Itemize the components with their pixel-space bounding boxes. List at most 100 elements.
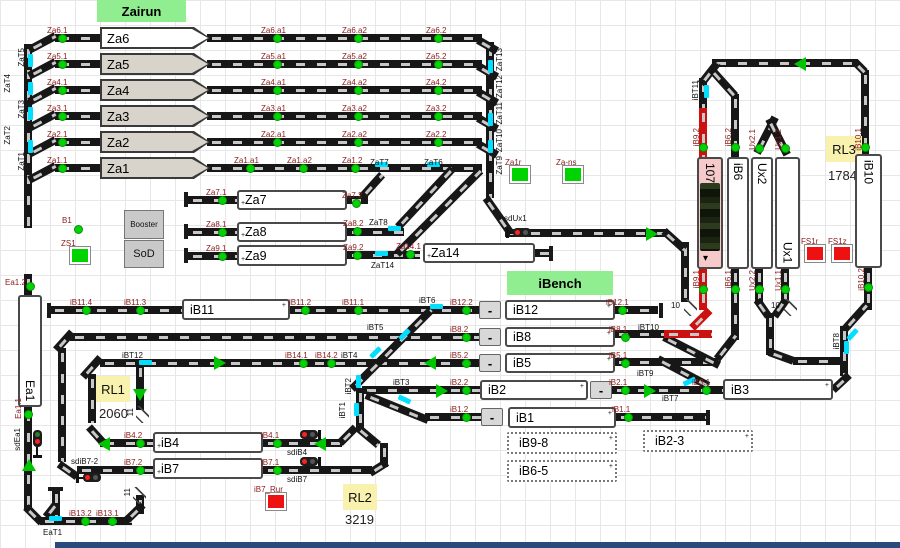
block-ux2[interactable]: Ux2 [751, 157, 773, 269]
sensor-za8-1[interactable] [218, 228, 227, 237]
output-ib7-rur[interactable] [265, 492, 287, 511]
sensor-ib11-2[interactable] [301, 306, 310, 315]
route-za1r[interactable] [509, 165, 531, 184]
route-button-ib2-3[interactable]: iB2-3 + [643, 430, 753, 452]
sensor-za2-1[interactable] [58, 138, 67, 147]
sensor-ux1-2[interactable] [781, 144, 790, 153]
sensor-ea1-2[interactable] [26, 282, 35, 291]
sensor-za5-a1[interactable] [273, 60, 282, 69]
sensor-ib5-2[interactable] [462, 359, 471, 368]
block-ib3[interactable]: iB3 + [723, 379, 833, 400]
sensor-ib7-2[interactable] [136, 466, 145, 475]
block-za14[interactable]: Za14 + [423, 243, 535, 263]
sensor-za6-a1[interactable] [273, 34, 282, 43]
turnout-indicator[interactable] [488, 140, 493, 153]
output-zs1[interactable] [69, 246, 91, 265]
sensor-ib13-2[interactable] [81, 517, 90, 526]
sensor-ib6-1[interactable] [731, 285, 740, 294]
sensor-za8-2[interactable] [353, 227, 362, 236]
sensor-za14-1[interactable] [406, 250, 415, 259]
sensor-ib11-4[interactable] [82, 306, 91, 315]
sensor-za4-a2[interactable] [354, 86, 363, 95]
block-za3[interactable]: Za3 [100, 105, 210, 127]
sensor-ib4-2[interactable] [136, 439, 145, 448]
sensor-ib14-2[interactable] [327, 359, 336, 368]
block-za6[interactable]: Za6 [100, 27, 210, 49]
sensor-ib11-3[interactable] [136, 306, 145, 315]
output-fs1r[interactable] [804, 244, 826, 263]
block-ib1[interactable]: iB1 + [508, 407, 616, 428]
sensor-ib2-2[interactable] [462, 386, 471, 395]
shrink-button-ib12[interactable]: - [479, 301, 501, 319]
sensor-ib6-2[interactable] [731, 143, 740, 152]
block-za8[interactable]: Za8 + [237, 222, 347, 242]
route-button-ib9-8[interactable]: iB9-8 + [507, 432, 617, 454]
output-fs1z[interactable] [831, 244, 853, 263]
turnout-indicator[interactable] [28, 107, 33, 120]
turnout-indicator[interactable] [354, 403, 359, 416]
turnout-indicator[interactable] [49, 516, 62, 521]
sensor-za4-2[interactable] [434, 86, 443, 95]
sensor-za6-2[interactable] [434, 34, 443, 43]
sensor-za9-2[interactable] [353, 251, 362, 260]
turnout-indicator[interactable] [28, 82, 33, 95]
shrink-button-ib2[interactable]: - [590, 381, 612, 399]
block-ib4[interactable]: iB4 + [153, 432, 263, 453]
sensor-ib12-1[interactable] [618, 306, 627, 315]
shrink-button-ib8[interactable]: - [479, 328, 501, 346]
block-za2[interactable]: Za2 [100, 131, 210, 153]
route-za-ns[interactable] [562, 165, 584, 184]
sensor-ib8-1[interactable] [621, 333, 630, 342]
turnout-indicator[interactable] [488, 60, 493, 73]
sensor-za5-1[interactable] [58, 60, 67, 69]
sensor-ib9-2[interactable] [699, 143, 708, 152]
turnout-indicator[interactable] [704, 85, 709, 98]
signal-sdux1[interactable] [506, 228, 509, 238]
sensor-za7-2[interactable] [352, 199, 361, 208]
block-ib10[interactable]: iB10 [855, 154, 882, 268]
block-ib7[interactable]: iB7 + [153, 458, 263, 479]
block-ux1[interactable]: Ux1 [775, 157, 800, 269]
sensor-za6-1[interactable] [58, 34, 67, 43]
block-za1[interactable]: Za1 [100, 157, 210, 179]
sensor-ib5-1[interactable] [621, 359, 630, 368]
sensor-za1-a1[interactable] [246, 164, 255, 173]
sensor-za4-1[interactable] [58, 86, 67, 95]
sensor-ib4-1[interactable] [273, 439, 282, 448]
turnout-indicator[interactable] [427, 162, 440, 167]
sensor-ib10-1[interactable] [861, 143, 870, 152]
taskbar-edge[interactable] [55, 542, 900, 548]
sensor-ea1-1[interactable] [24, 410, 33, 419]
block-ib2[interactable]: iB2 + [480, 380, 588, 400]
block-ib8[interactable]: iB8 + [505, 327, 615, 347]
turnout-indicator[interactable] [430, 304, 443, 309]
sensor-ib14-1[interactable] [299, 359, 308, 368]
sensor-za1-a2[interactable] [299, 164, 308, 173]
shrink-button-ib5[interactable]: - [479, 354, 501, 372]
sensor-ib9-1[interactable] [699, 285, 708, 294]
sensor-ib13-1[interactable] [108, 517, 117, 526]
sensor-za6-a2[interactable] [354, 34, 363, 43]
block-za7[interactable]: Za7 + [237, 190, 347, 210]
sensor-ib1-1[interactable] [624, 413, 633, 422]
sensor-za2-2[interactable] [434, 138, 443, 147]
sensor-za2-a2[interactable] [354, 138, 363, 147]
block-za4[interactable]: Za4 [100, 79, 210, 101]
sensor-ib3-1[interactable] [702, 386, 711, 395]
block-ea1[interactable]: Ea1 [18, 295, 42, 407]
sensor-za3-1[interactable] [58, 112, 67, 121]
block-ib5[interactable]: iB5 + [505, 353, 615, 373]
sensor-za3-a1[interactable] [273, 112, 282, 121]
block-za9[interactable]: Za9 + [237, 245, 347, 266]
sensor-ux1-1[interactable] [781, 285, 790, 294]
sensor-ux2-2[interactable] [755, 285, 764, 294]
block-za5[interactable]: Za5 [100, 53, 210, 75]
sensor-ib11-1[interactable] [354, 306, 363, 315]
signal-sdib7-2[interactable] [76, 473, 79, 483]
sensor-za4-a1[interactable] [273, 86, 282, 95]
turnout-indicator[interactable] [28, 54, 33, 67]
sensor-ib8-2[interactable] [462, 333, 471, 342]
sensor-ib1-2[interactable] [462, 413, 471, 422]
sensor-za1-1[interactable] [58, 164, 67, 173]
sensor-za3-2[interactable] [434, 112, 443, 121]
